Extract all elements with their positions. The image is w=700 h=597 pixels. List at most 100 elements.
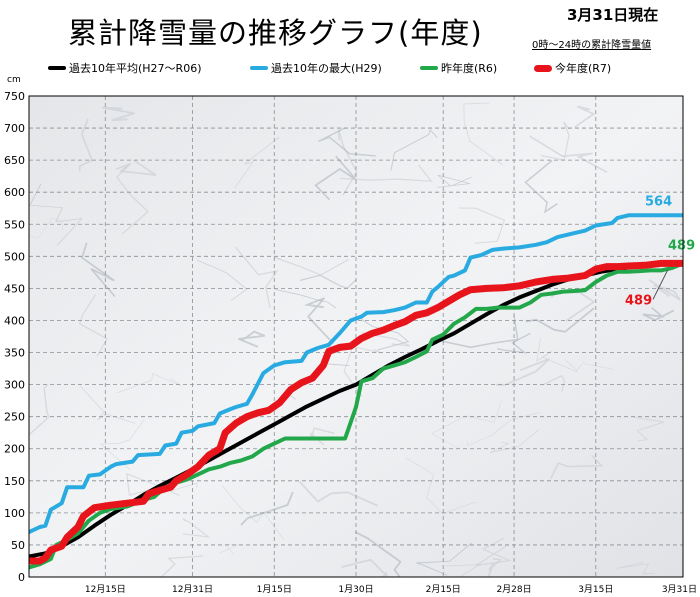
marble-vein: [337, 129, 358, 196]
marble-vein: [466, 411, 540, 446]
legend-label-average: 過去10年平均(H27～R06): [69, 62, 202, 75]
y-tick-label: 550: [4, 218, 25, 231]
marble-vein: [196, 259, 248, 301]
y-tick-label: 250: [4, 411, 25, 424]
x-tick-label: 2月28日: [496, 584, 531, 595]
legend-item-maximum: 過去10年の最大(H29): [250, 60, 382, 76]
marble-vein: [536, 337, 578, 373]
marble-vein: [79, 385, 136, 424]
marble-vein: [339, 164, 433, 182]
marble-vein: [390, 128, 438, 171]
marble-vein: [303, 297, 334, 345]
marble-vein: [115, 159, 157, 176]
marble-vein: [490, 429, 540, 453]
end-label-maximum: 564: [645, 194, 672, 209]
marble-vein: [354, 531, 402, 577]
marble-vein: [431, 400, 502, 449]
marble-vein: [318, 127, 376, 157]
x-tick-label: 2月15日: [426, 584, 461, 595]
legend-label-last-year: 昨年度(R6): [441, 62, 498, 75]
legend-label-this-year: 今年度(R7): [555, 62, 612, 75]
y-tick-label: 0: [18, 571, 25, 584]
as-of-date: 3月31日現在: [567, 6, 659, 24]
legend-swatch-last-year: [420, 66, 438, 70]
marble-vein: [299, 274, 357, 289]
marble-vein: [458, 207, 506, 244]
end-labels: 564 489 489: [625, 194, 695, 308]
y-tick-label: 200: [4, 443, 25, 456]
y-tick-label: 50: [11, 539, 25, 552]
y-tick-label: 450: [4, 282, 25, 295]
x-axis: 12月15日 12月31日 1月15日 1月30日 2月15日 2月28日 3月15日 3月3…: [85, 584, 697, 595]
marble-vein: [235, 246, 279, 308]
legend-item-average: 過去10年平均(H27～R06): [48, 60, 202, 76]
plot-border: [28, 95, 684, 578]
marble-vein: [234, 136, 280, 189]
marble-vein: [298, 480, 379, 507]
marble-vein: [29, 183, 42, 208]
marble-vein: [529, 135, 608, 174]
marble-vein: [81, 242, 116, 298]
marble-vein: [574, 105, 596, 128]
y-unit-label: cm: [7, 75, 21, 85]
marble-vein: [31, 205, 83, 246]
x-tick-label: 1月15日: [257, 584, 292, 595]
y-tick-label: 500: [4, 250, 25, 263]
marble-vein: [524, 159, 558, 214]
marble-vein: [314, 155, 357, 201]
marble-vein: [487, 557, 503, 577]
marble-vein: [616, 562, 655, 575]
plot-texture: [29, 102, 681, 577]
marble-vein: [497, 332, 531, 354]
legend-item-this-year: 今年度(R7): [534, 60, 611, 76]
marble-vein: [463, 102, 504, 166]
marble-vein: [182, 518, 211, 538]
marble-vein: [79, 294, 108, 357]
y-tick-label: 400: [4, 314, 25, 327]
marble-vein: [416, 542, 472, 576]
y-tick-label: 700: [4, 122, 25, 135]
marble-vein: [525, 307, 595, 333]
legend-label-maximum: 過去10年の最大(H29): [271, 62, 382, 75]
marble-vein: [437, 315, 519, 349]
series-line-this-year: [29, 259, 683, 565]
x-tick-label: 3月31日: [662, 584, 697, 595]
marble-vein: [405, 457, 477, 515]
marble-vein: [116, 373, 182, 394]
marble-vein: [437, 174, 472, 188]
marble-vein: [160, 555, 204, 577]
legend-swatch-average: [48, 66, 66, 70]
marble-vein: [29, 384, 50, 436]
end-label-last-year: 489: [668, 238, 695, 253]
y-tick-label: 300: [4, 379, 25, 392]
x-tick-label: 1月30日: [338, 584, 373, 595]
y-tick-label: 150: [4, 475, 25, 488]
y-tick-label: 350: [4, 347, 25, 360]
legend-swatch-this-year: [534, 64, 552, 72]
y-tick-label: 600: [4, 186, 25, 199]
marble-vein: [219, 544, 239, 555]
y-tick-label: 750: [4, 90, 25, 103]
end-label-this-year: 489: [625, 293, 652, 308]
x-tick-label: 12月15日: [85, 584, 126, 595]
marble-vein: [633, 416, 665, 442]
marble-vein: [274, 257, 349, 276]
end-label-leader: [652, 269, 669, 300]
measurement-note: 0時～24時の累計降雪量値: [532, 40, 652, 51]
marble-vein: [341, 558, 387, 577]
marble-vein: [496, 358, 550, 386]
page-title: 累計降雪量の推移グラフ(年度): [68, 16, 483, 50]
series-lines: [29, 213, 683, 570]
marble-vein: [115, 162, 149, 235]
marble-vein: [550, 454, 604, 480]
marble-vein: [475, 537, 512, 567]
y-tick-label: 650: [4, 154, 25, 167]
x-tick-label: 12月31日: [172, 584, 213, 595]
marble-vein: [238, 330, 266, 348]
marble-vein: [101, 106, 135, 122]
marble-vein: [240, 491, 294, 526]
y-tick-label: 100: [4, 507, 25, 520]
series-line-maximum: [29, 213, 683, 535]
marble-vein: [221, 485, 285, 540]
